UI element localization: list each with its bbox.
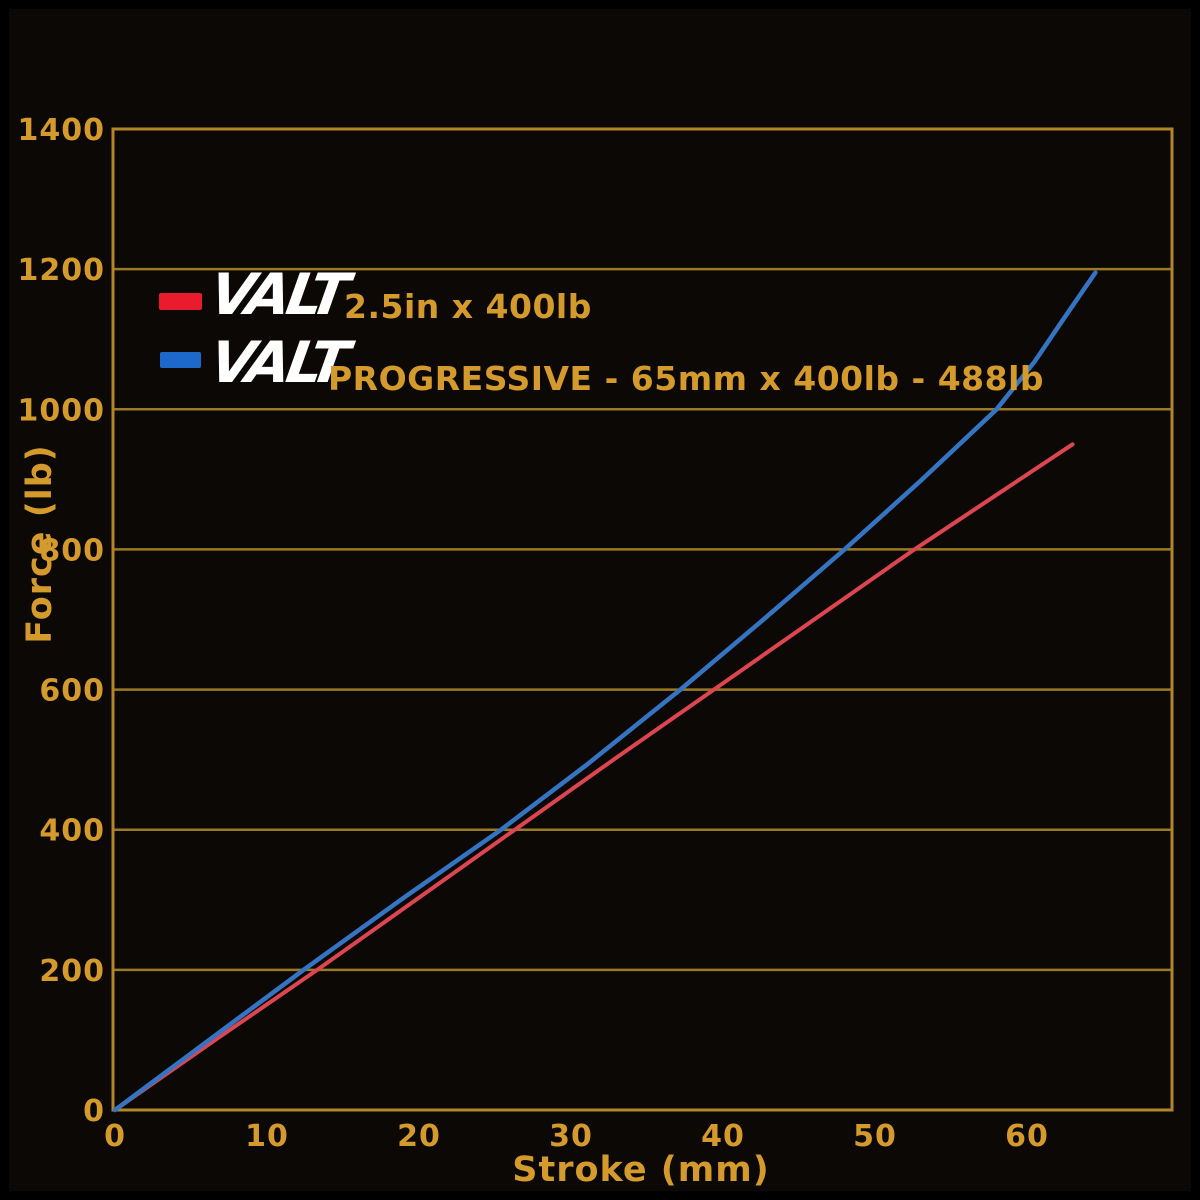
legend-swatch-progressive: [160, 352, 201, 368]
x-tick-label-30: 30: [549, 1119, 593, 1154]
x-axis-tick-labels: 0 10 20 30 40 50 60: [104, 1119, 1049, 1154]
x-tick-label-40: 40: [701, 1119, 745, 1154]
x-tick-label-0: 0: [104, 1119, 126, 1154]
x-tick-label-50: 50: [853, 1119, 897, 1154]
x-tick-label-20: 20: [397, 1119, 441, 1154]
y-tick-label-1200: 1200: [18, 253, 106, 288]
gridlines: [113, 267, 1172, 972]
valt-logo-standard: VALT: [205, 262, 350, 328]
y-axis-tick-labels: 0 200 400 600 800 1000 1200 1400: [18, 113, 106, 1129]
y-tick-label-200: 200: [39, 954, 105, 989]
x-tick-label-60: 60: [1005, 1119, 1049, 1154]
y-tick-label-0: 0: [83, 1094, 105, 1129]
plot-border: [111, 127, 1174, 1112]
y-tick-label-1400: 1400: [18, 113, 106, 148]
y-tick-label-1000: 1000: [18, 393, 106, 428]
y-tick-label-400: 400: [39, 814, 105, 849]
y-tick-label-800: 800: [39, 533, 105, 568]
legend-swatch-standard: [159, 293, 202, 310]
legend-label-progressive: PROGRESSIVE - 65mm x 400lb - 488lb: [328, 359, 1045, 398]
x-tick-label-10: 10: [245, 1119, 289, 1154]
x-axis-title: Stroke (mm): [512, 1150, 769, 1190]
y-tick-label-600: 600: [39, 674, 105, 709]
series-lines: [112, 270, 1098, 1113]
series-line-progressive: [112, 270, 1098, 1113]
series-line-standard: [113, 442, 1075, 1112]
y-axis-title: Force (lb): [20, 444, 60, 644]
legend-label-standard: 2.5in x 400lb: [344, 287, 592, 326]
